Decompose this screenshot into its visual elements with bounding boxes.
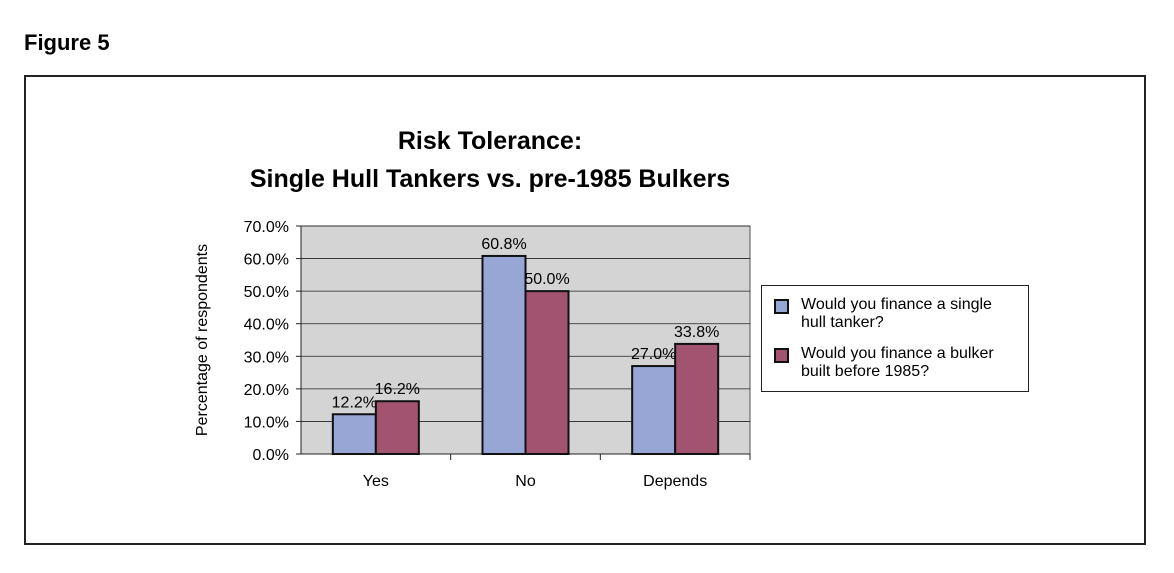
x-tick-label: No xyxy=(515,473,536,490)
data-label: 50.0% xyxy=(524,271,569,288)
y-axis-title: Percentage of respondents xyxy=(194,244,211,436)
chart-title-line1: Risk Tolerance: xyxy=(397,127,583,155)
bar xyxy=(481,254,527,455)
y-tick-label: 20.0% xyxy=(244,382,289,399)
chart-frame xyxy=(24,75,1146,545)
bar xyxy=(674,342,720,455)
y-tick-label: 60.0% xyxy=(244,252,289,269)
figure-label: Figure 5 xyxy=(24,30,110,55)
bar xyxy=(631,365,677,455)
y-tick-label: 70.0% xyxy=(244,219,289,236)
legend-label-series-2: Would you finance a bulker built before … xyxy=(801,345,994,380)
y-tick-label: 40.0% xyxy=(244,317,289,334)
y-tick-label: 30.0% xyxy=(244,349,289,366)
legend-swatch-series-2 xyxy=(774,348,789,363)
legend-label-series-1: Would you finance a single hull tanker? xyxy=(801,296,992,331)
bar xyxy=(524,290,570,455)
chart-title-line2: Single Hull Tankers vs. pre-1985 Bulkers xyxy=(249,165,731,193)
data-label: 12.2% xyxy=(332,394,377,411)
legend-item-series-2: Would you finance a bulker built before … xyxy=(774,345,1021,381)
chart-legend: Would you finance a single hull tanker? … xyxy=(761,285,1029,392)
data-label: 60.8% xyxy=(481,236,526,253)
legend-item-series-1: Would you finance a single hull tanker? xyxy=(774,296,1021,332)
data-label: 33.8% xyxy=(674,324,719,341)
data-label: 16.2% xyxy=(375,381,420,398)
y-tick-label: 10.0% xyxy=(244,414,289,431)
bar xyxy=(374,400,420,455)
y-tick-label: 50.0% xyxy=(244,284,289,301)
data-label: 27.0% xyxy=(631,346,676,363)
x-tick-label: Depends xyxy=(643,473,707,490)
bar xyxy=(331,413,377,455)
y-tick-label: 0.0% xyxy=(253,447,289,464)
legend-swatch-series-1 xyxy=(774,299,789,314)
x-tick-label: Yes xyxy=(363,473,389,490)
